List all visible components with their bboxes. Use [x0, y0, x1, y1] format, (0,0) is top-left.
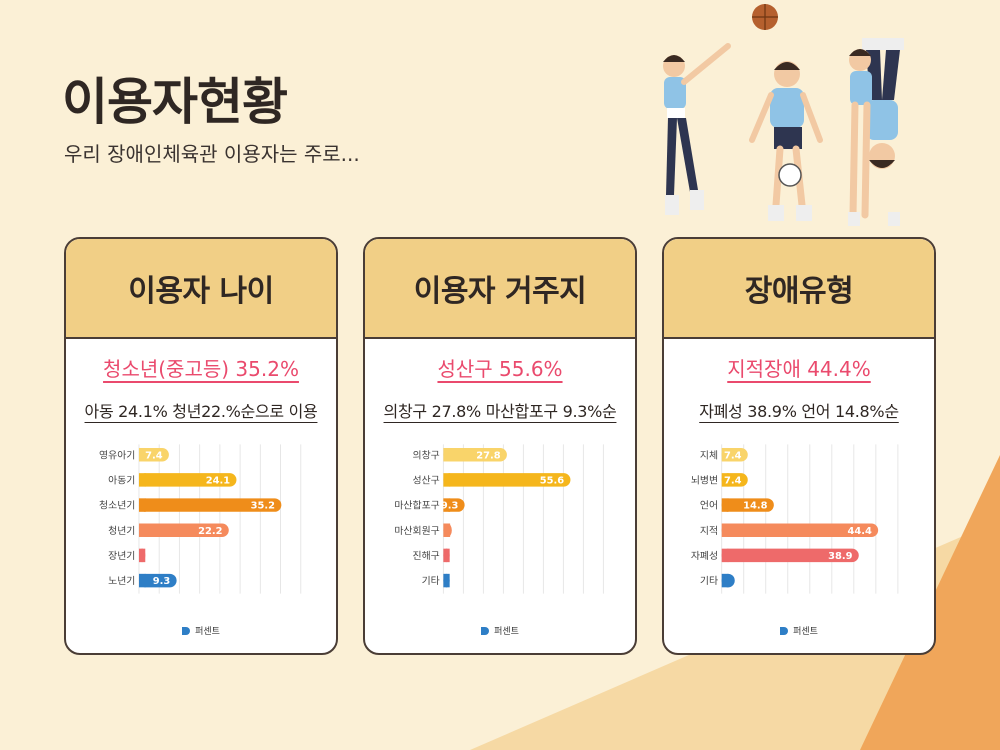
bar [138, 573, 177, 588]
category-label: 기타 [422, 575, 440, 587]
data-label: 7.4 [724, 475, 742, 486]
bar [721, 523, 879, 537]
bar [138, 447, 169, 462]
category-label: 마산합포구 [394, 500, 439, 512]
disability-card-header: 장애유형 [664, 239, 934, 339]
age-card-header: 이용자 나이 [66, 239, 336, 339]
category-label: 진해구 [413, 549, 440, 562]
residence-card-header: 이용자 거주지 [365, 239, 635, 339]
data-label: 44.4 [847, 526, 871, 537]
page-subtitle: 우리 장애인체육관 이용자는 주로... [64, 142, 360, 166]
data-label: 35.2 [251, 501, 275, 512]
data-label: 55.6 [540, 475, 564, 486]
bar [138, 523, 229, 537]
bar-base [721, 573, 729, 588]
bar-base [721, 473, 729, 487]
bar-base [138, 447, 146, 462]
category-label: 아동기 [108, 474, 135, 486]
bar-base [443, 523, 451, 537]
legend-marker [481, 626, 490, 635]
category-label: 노년기 [108, 575, 135, 587]
age-legend: 퍼센트 [66, 624, 336, 637]
bar-base [443, 548, 450, 563]
residence-card-detail: 의창구 27.8% 마산합포구 9.3%순 [383, 402, 617, 421]
bar [721, 548, 859, 563]
bar-base [138, 573, 146, 588]
residence-legend-label: 퍼센트 [494, 627, 519, 637]
data-label: 7.4 [145, 450, 163, 461]
category-label: 청소년기 [99, 500, 135, 512]
disability-bar-chart: 지체 7.4 뇌병변 7.4 언어 14.8 지적 44.4 자폐성 38.9 기타 [691, 444, 899, 594]
category-label: 뇌병변 [691, 474, 718, 486]
data-label: 14.8 [743, 501, 767, 512]
bar-base [721, 523, 729, 537]
category-label: 언어 [700, 500, 718, 512]
disability-legend-label: 퍼센트 [793, 627, 818, 637]
legend-marker [182, 626, 191, 635]
bar-base [721, 548, 729, 563]
category-label: 기타 [700, 575, 718, 587]
category-label: 성산구 [413, 474, 440, 486]
category-label: 지체 [700, 449, 718, 461]
bar [443, 447, 507, 462]
category-label: 장년기 [108, 550, 135, 562]
age-card-detail: 아동 24.1% 청년22.%순으로 이용 [84, 402, 318, 421]
category-label: 청년기 [108, 525, 135, 537]
disability-card-detail: 자폐성 38.9% 언어 14.8%순 [699, 402, 899, 421]
bar [138, 498, 282, 512]
data-label: 22.2 [198, 526, 222, 537]
residence-card: 이용자 거주지 성산구 55.6% 의창구 27.8% 마산합포구 9.3%순 … [363, 237, 637, 655]
category-label: 마산회원구 [394, 525, 439, 537]
disability-card: 장애유형 지적장애 44.4% 자폐성 38.9% 언어 14.8%순 지체 7.… [662, 237, 936, 655]
bar-base [138, 548, 146, 563]
bar-base [443, 447, 451, 462]
age-card-title: 이용자 나이 [128, 274, 274, 309]
residence-card-highlight: 성산구 55.6% [437, 357, 563, 381]
page-title: 이용자현황 [62, 73, 288, 131]
bar-base [443, 573, 450, 588]
disability-card-title: 장애유형 [744, 274, 854, 309]
data-label: 9.3 [441, 501, 459, 512]
category-label: 의창구 [413, 449, 440, 461]
category-label: 자폐성 [691, 550, 718, 562]
category-label: 지적 [700, 525, 718, 537]
legend-marker [780, 626, 789, 635]
disability-card-highlight: 지적장애 44.4% [727, 357, 871, 381]
disability-legend: 퍼센트 [664, 624, 934, 637]
basketball-players-illustration [663, 4, 904, 226]
age-card: 이용자 나이 청소년(중고등) 35.2% 아동 24.1% 청년22.%순으로… [64, 237, 338, 655]
bar-base [443, 473, 451, 487]
bar-base [721, 447, 729, 462]
bar [721, 498, 774, 512]
age-legend-label: 퍼센트 [195, 627, 220, 637]
data-label: 27.8 [476, 450, 500, 461]
bar-base [138, 473, 146, 487]
residence-legend: 퍼센트 [365, 624, 635, 637]
data-label: 38.9 [828, 551, 852, 562]
bar [443, 473, 571, 487]
residence-card-title: 이용자 거주지 [413, 274, 587, 309]
age-card-highlight: 청소년(중고등) 35.2% [103, 357, 299, 381]
bar-base [138, 498, 146, 512]
bar [138, 473, 237, 487]
bar-base [721, 498, 729, 512]
data-label: 9.3 [153, 576, 171, 587]
bar-base [138, 523, 146, 537]
data-label: 7.4 [724, 450, 742, 461]
category-label: 영유아기 [99, 449, 135, 461]
data-label: 24.1 [206, 475, 230, 486]
bar-base [443, 498, 451, 512]
